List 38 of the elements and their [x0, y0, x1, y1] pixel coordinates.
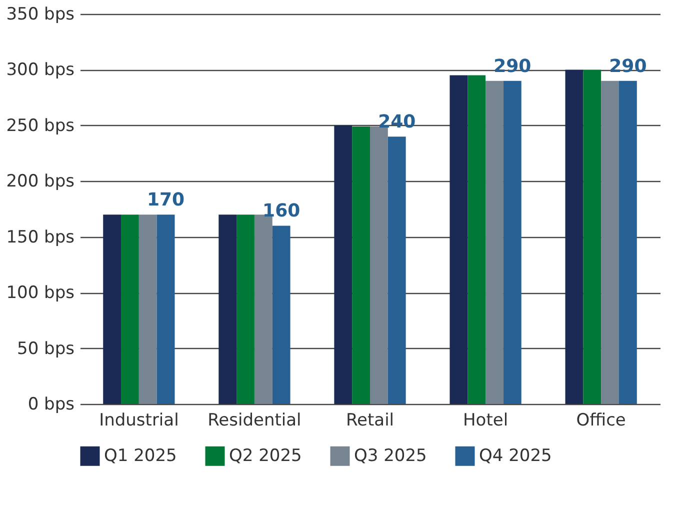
bar	[370, 126, 388, 404]
bar	[468, 75, 486, 404]
bar	[583, 70, 602, 404]
x-tick-label: Office	[576, 410, 626, 430]
bar	[450, 75, 468, 404]
bar	[156, 214, 175, 404]
bar	[601, 80, 619, 404]
bar	[565, 70, 584, 404]
bar	[503, 80, 522, 404]
bar	[121, 214, 139, 404]
bar	[218, 214, 237, 404]
y-tick-label: 100 bps	[6, 283, 75, 304]
bar	[236, 214, 254, 404]
legend-label: Q3 2025	[354, 446, 427, 466]
bar	[618, 80, 637, 404]
y-tick-label: 50 bps	[17, 338, 75, 359]
y-tick-label: 350 bps	[6, 4, 75, 24]
bar	[334, 125, 352, 404]
x-tick-label: Retail	[346, 410, 394, 430]
y-tick-label: 250 bps	[6, 116, 75, 136]
bar	[272, 226, 290, 404]
x-tick-label: Industrial	[99, 410, 179, 430]
data-label: 170	[147, 190, 185, 211]
data-label: 160	[262, 200, 300, 222]
legend-label: Q2 2025	[229, 446, 302, 466]
x-tick-label: Residential	[208, 410, 302, 430]
y-tick-label: 300 bps	[6, 60, 75, 80]
bar	[103, 214, 122, 404]
y-tick-label: 0 bps	[28, 394, 75, 414]
y-tick-label: 150 bps	[6, 227, 75, 248]
x-tick-label: Hotel	[463, 410, 508, 430]
bar	[388, 136, 406, 404]
bar	[138, 214, 157, 404]
bar	[352, 126, 370, 404]
bar	[486, 80, 504, 404]
legend-label: Q4 2025	[479, 446, 552, 466]
y-tick-label: 200 bps	[6, 172, 75, 192]
legend-label: Q1 2025	[104, 446, 177, 466]
